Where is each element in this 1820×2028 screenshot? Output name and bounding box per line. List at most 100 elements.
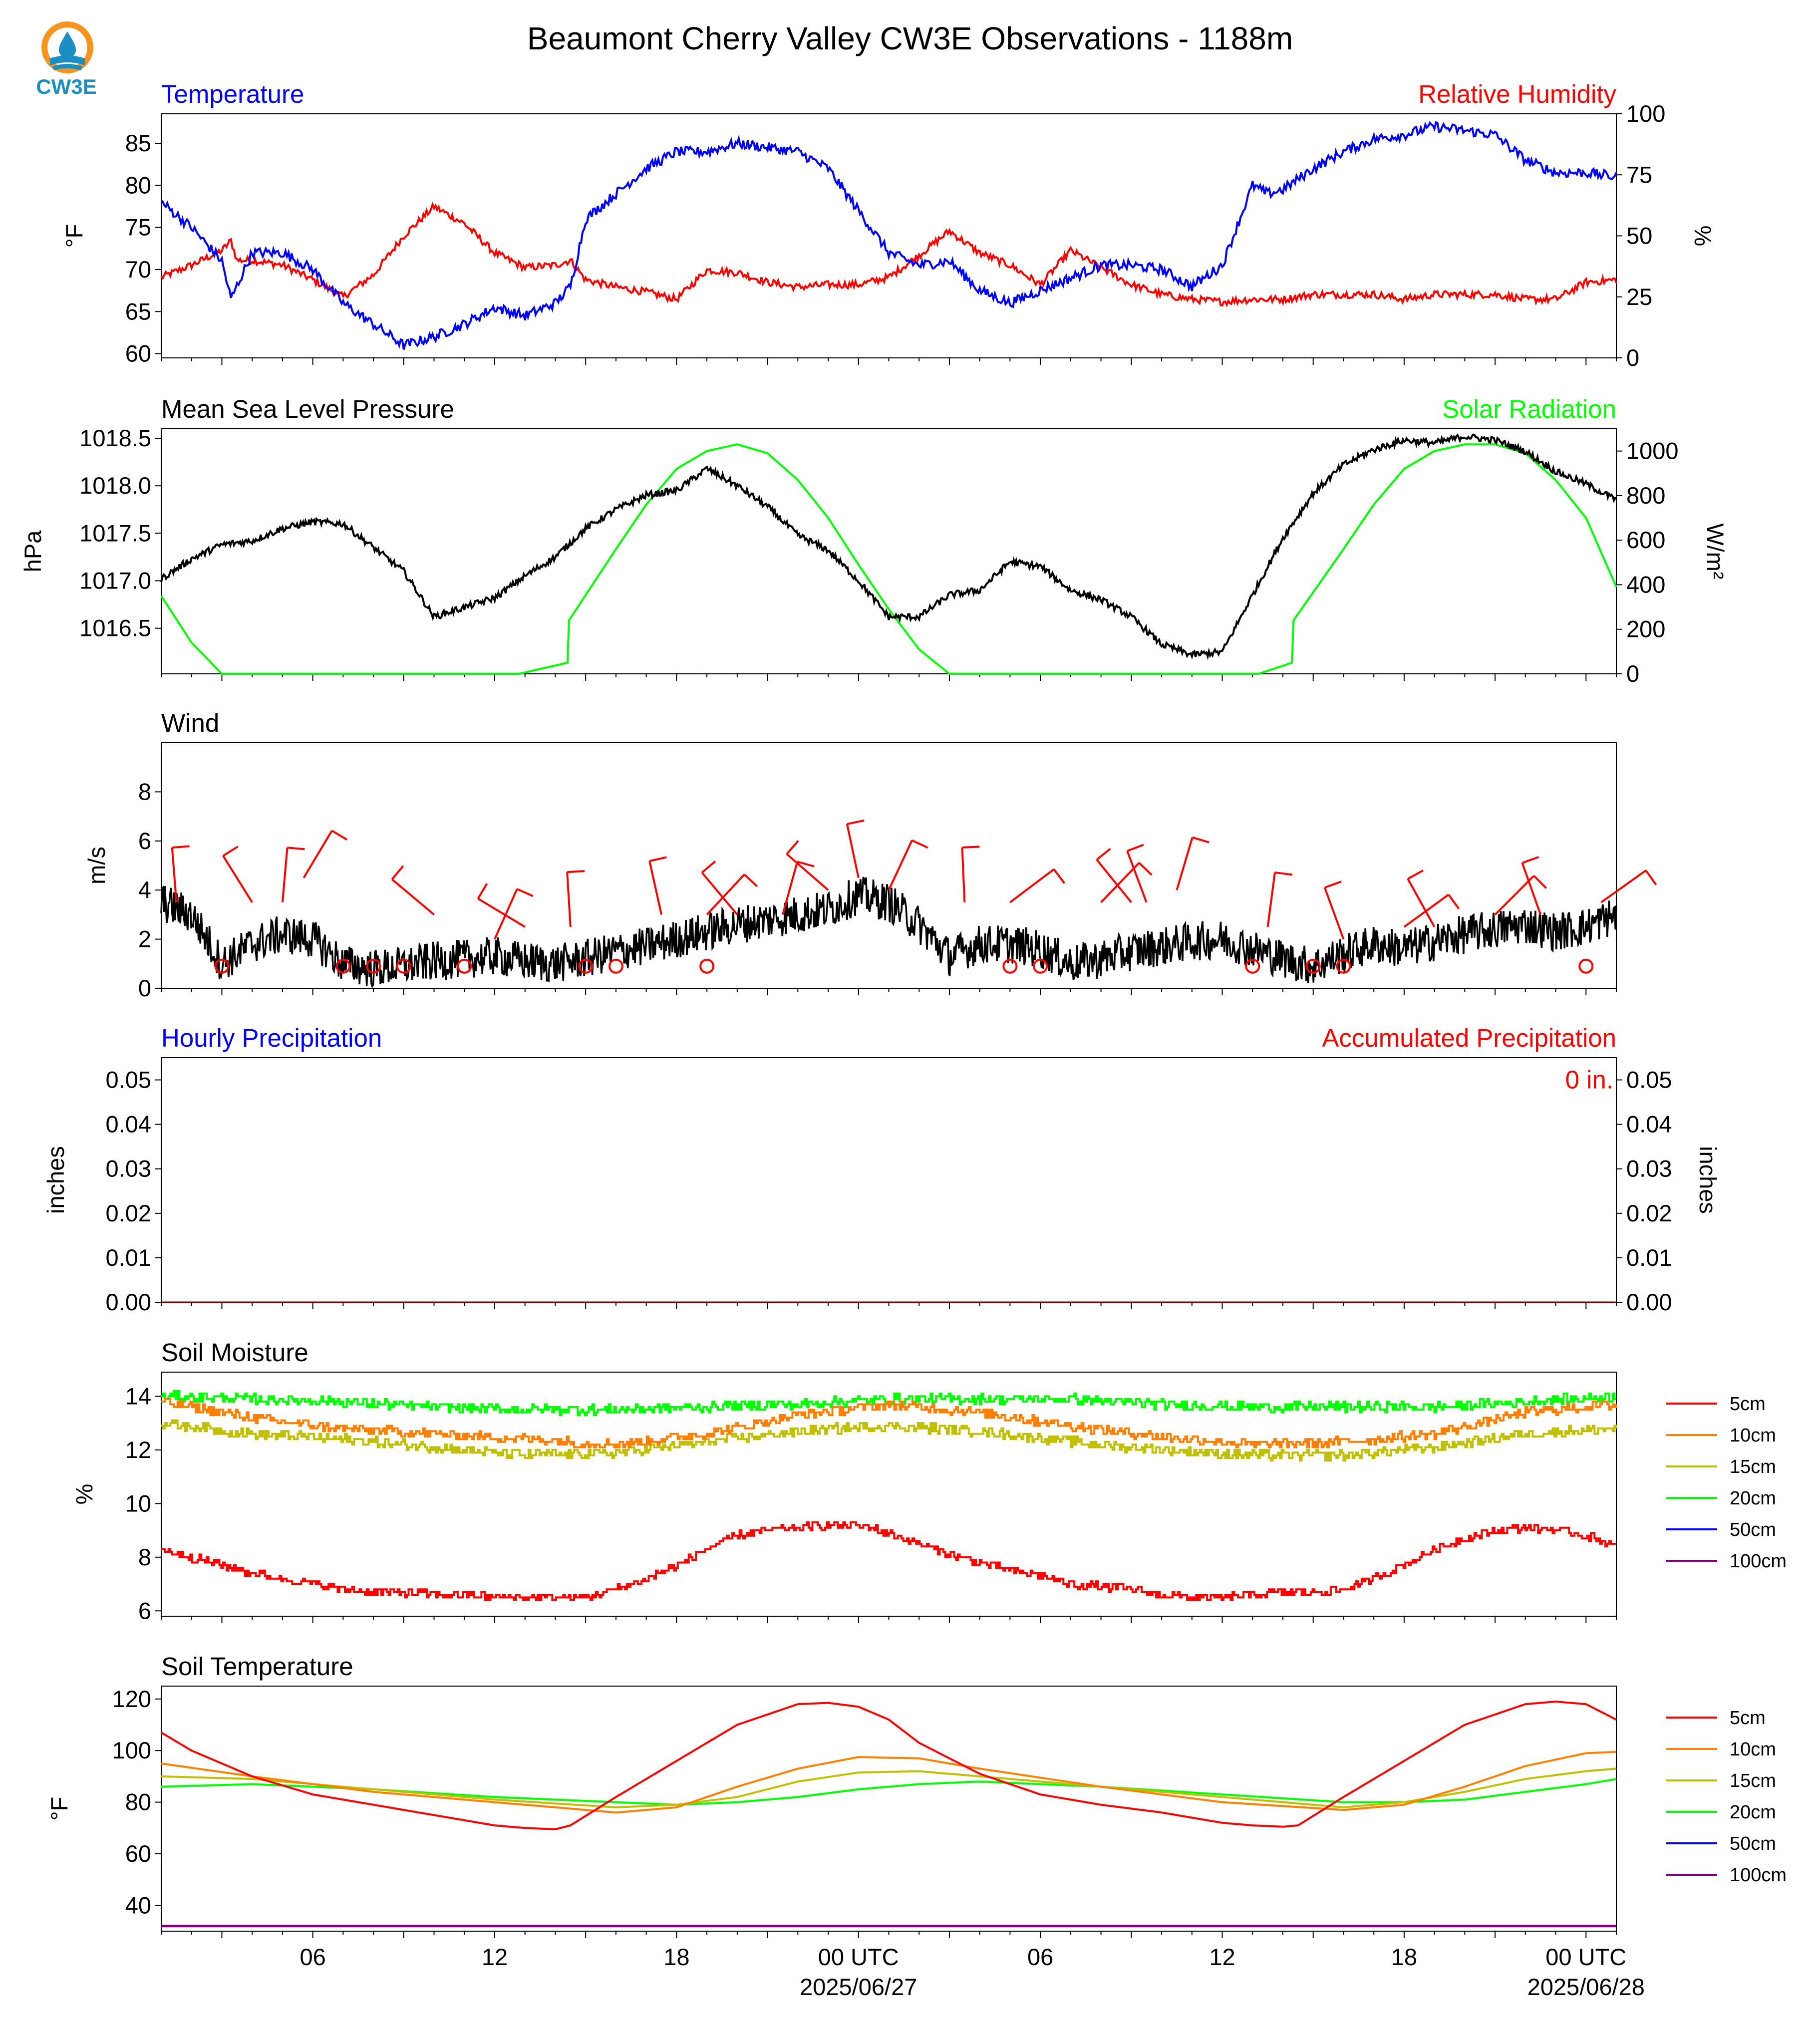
wind-y-tick-label: 4 [138,876,151,903]
soil-temp-10cm-line [161,1750,1617,1814]
wind-barb-flag [1138,862,1153,876]
precip-y-label: inches [42,1146,69,1214]
wind-barb [888,840,913,891]
x-date-label: 2025/06/27 [800,1974,917,2000]
wind-barb [1100,862,1140,903]
cw3e-logo [35,17,100,107]
wind-barb [1126,851,1148,903]
soil-temp-y-label: °F [46,1797,72,1821]
wind-barb [1176,837,1194,890]
soil-moisture-y-tick-label: 14 [125,1383,151,1409]
calm-wind-circle [1033,958,1048,974]
pressure-y2-tick-label: 600 [1626,527,1665,553]
soil-moisture-10cm-line [161,1398,1617,1449]
wind-barb [701,871,738,915]
soil-temp-15cm-line [161,1767,1617,1808]
soil-moisture-20cm-line [161,1390,1616,1416]
precip-title: Hourly Precipitation [161,1024,382,1052]
precip-y-tick-label: 0.03 [106,1156,151,1182]
x-tick-label: 18 [1391,1944,1417,1970]
wind-barb-flag [1521,856,1539,864]
wind-barb-flag [222,846,239,857]
wind-barb [1096,859,1132,903]
precip-y2-tick-label: 0.02 [1626,1200,1672,1226]
calm-wind-circle [1002,958,1018,974]
wind-barb [171,847,178,902]
wind-barb-flag [797,861,815,868]
soil-temp-5cm-line [160,1700,1617,1830]
wind-barb-flag [516,888,534,897]
wind-barb-flag [1533,875,1547,889]
x-tick-label: 06 [1027,1944,1053,1970]
soil-moisture-legend-label: 100cm [1730,1551,1787,1572]
pressure-line [160,433,1617,660]
wind-barb-flag [1448,894,1460,909]
soil-temp-title: Soil Temperature [161,1652,353,1681]
x-tick-label: 12 [1209,1944,1235,1970]
temp-y2-tick-label: 0 [1626,344,1639,371]
temp-y2-tick-label: 50 [1626,223,1652,249]
temperature-line [160,121,1617,350]
precip-y2-tick-label: 0.01 [1626,1244,1672,1271]
wind-barb [961,847,966,902]
wind-barb [786,853,829,891]
pressure-y-tick-label: 1018.5 [79,425,151,451]
temp-y-tick-label: 75 [125,214,151,241]
pressure-y2-tick-label: 1000 [1626,438,1679,464]
wind-barb-flag [701,861,716,873]
soil-temp-legend-label: 50cm [1730,1833,1776,1854]
wind-barb [494,888,518,940]
soil-temp-plot-frame [161,1686,1617,1932]
water-drop-icon [41,21,93,73]
pressure-y2-label: W/m² [1702,523,1729,579]
temp-y2-tick-label: 100 [1626,100,1665,127]
precip-y-tick-label: 0.04 [106,1111,151,1138]
wind-barb-flag [1127,844,1144,852]
calm-wind-circle [457,958,472,974]
precip-right-title: Accumulated Precipitation [1322,1024,1616,1052]
wind-barb [281,848,289,902]
wind-barb [782,861,799,915]
wind-barb [706,873,745,915]
pressure-y2-tick-label: 400 [1626,571,1665,597]
soil-moisture-y-label: % [71,1484,97,1505]
temp-y2-label: % [1690,226,1716,247]
wind-barb-flag [172,845,190,849]
precip-y2-tick-label: 0.03 [1626,1156,1672,1182]
wind-barb-flag [649,856,667,862]
wind-y-tick-label: 0 [138,975,151,1001]
wind-barb [1521,863,1542,915]
wind-barb [303,830,333,878]
temp-plot-frame [161,113,1617,358]
soil-temp-y-tick-label: 80 [125,1789,151,1815]
wind-y-tick-label: 8 [138,778,151,805]
wind-barb-flag [1274,871,1292,876]
temp-y-tick-label: 85 [125,130,151,156]
wind-barb [566,872,572,927]
soil-moisture-y-tick-label: 12 [125,1437,151,1463]
wind-barb [1323,887,1345,940]
wind-barb [477,897,526,928]
precip-y2-tick-label: 0.05 [1626,1067,1672,1093]
soil-temp-legend-label: 100cm [1730,1865,1787,1886]
wind-barb [391,878,435,915]
calm-wind-circle [396,958,411,974]
wind-barb-flag [743,873,758,887]
wind-barb-flag [391,865,404,880]
wind-y-tick-label: 2 [138,926,151,952]
soil-temp-legend-label: 15cm [1730,1770,1776,1791]
x-tick-label: 00 UTC [818,1944,899,1970]
wind-barb [1009,869,1055,903]
wind-barb [1494,875,1535,915]
pressure-y2-tick-label: 0 [1626,660,1639,687]
wind-barb [222,855,253,903]
soil-temp-y-tick-label: 40 [125,1892,151,1918]
precip-y-tick-label: 0.02 [106,1200,151,1226]
wind-barb [1407,878,1436,927]
wind-barb-flag [287,847,305,851]
x-tick-label: 18 [663,1944,689,1970]
solar-radiation-line [160,443,1617,675]
temp-y-tick-label: 70 [125,256,151,283]
soil-moisture-legend-label: 5cm [1730,1394,1766,1415]
